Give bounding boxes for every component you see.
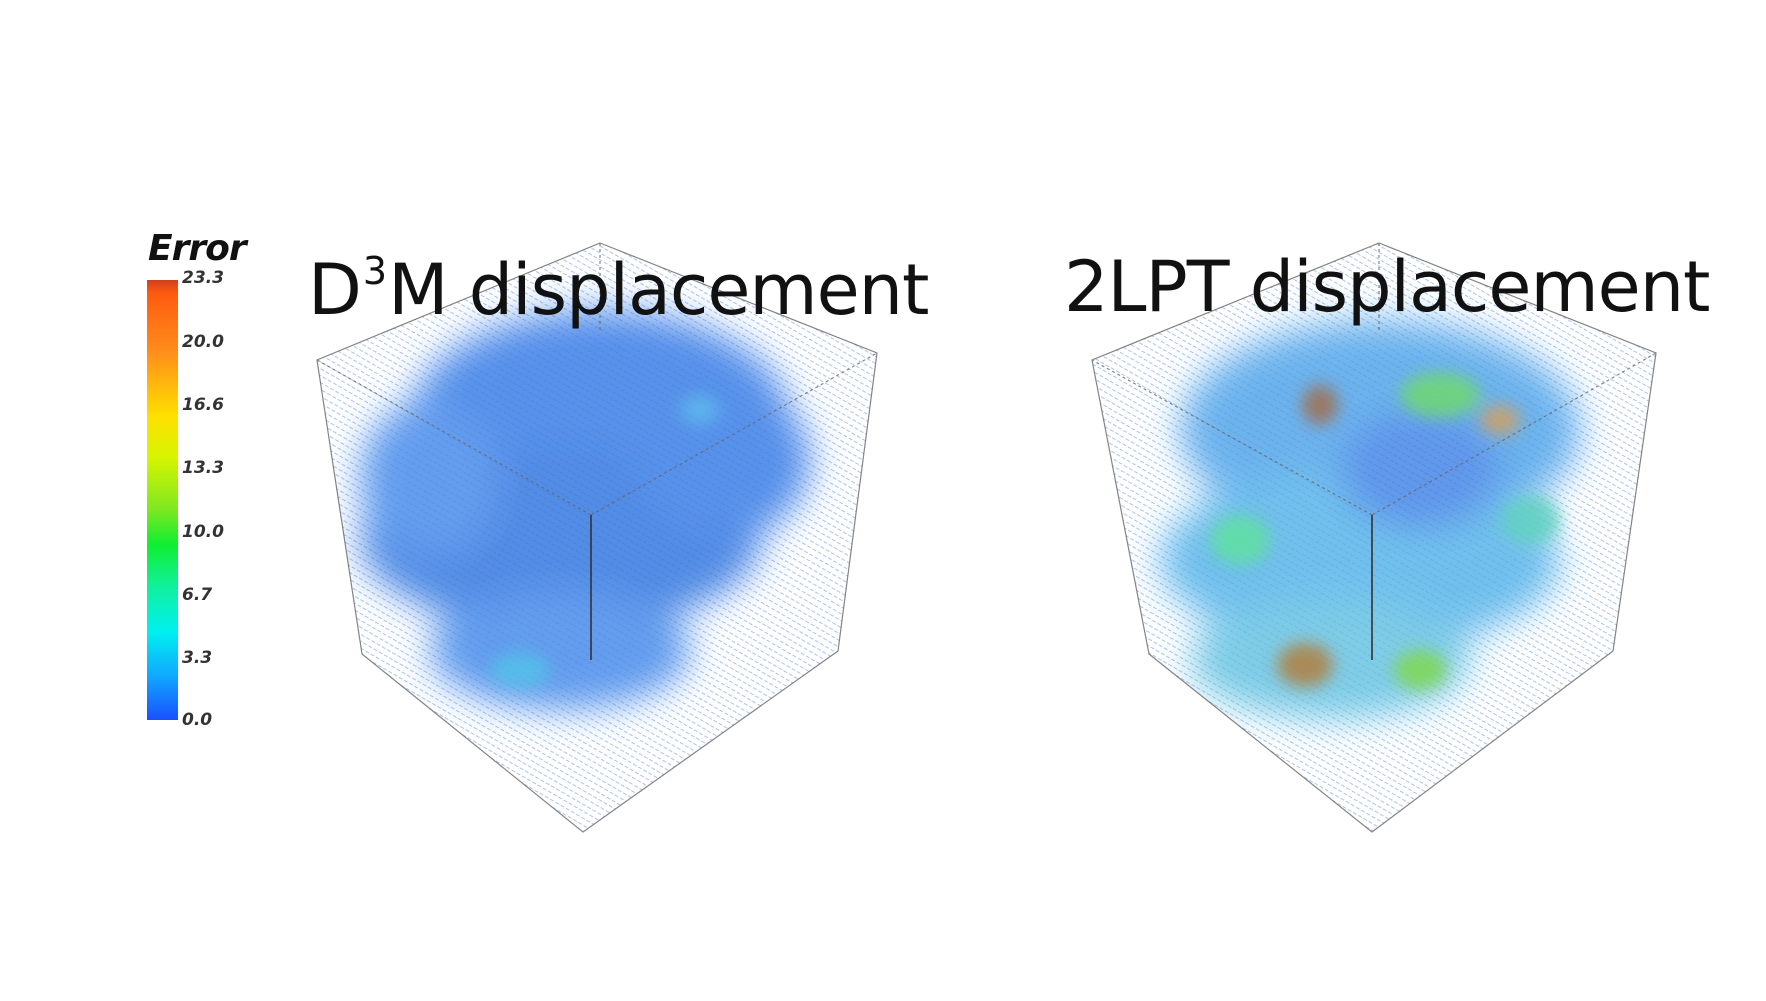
- title-text: 2LPT displacement: [1064, 246, 1711, 328]
- d3m-cube: [317, 243, 877, 832]
- colorbar-tick: 6.7: [182, 585, 213, 605]
- colorbar: [147, 280, 178, 720]
- d3m-title: D3M displacement: [308, 249, 930, 325]
- colorbar-tick: 3.3: [182, 648, 213, 668]
- colorbar-title: Error: [148, 228, 247, 269]
- title-suffix: M displacement: [388, 249, 929, 331]
- 2lpt-cube: [1092, 243, 1656, 832]
- 2lpt-title: 2LPT displacement: [1064, 252, 1711, 322]
- title-superscript: 3: [362, 249, 387, 293]
- title-prefix: D: [308, 249, 362, 331]
- colorbar-tick: 10.0: [182, 522, 224, 542]
- colorbar-tick: 20.0: [182, 332, 224, 352]
- colorbar-tick: 23.3: [182, 268, 224, 288]
- colorbar-tick: 0.0: [182, 710, 213, 730]
- colorbar-tick: 16.6: [182, 395, 224, 415]
- 2lpt-cube-edges: [1091, 242, 1657, 833]
- colorbar-tick: 13.3: [182, 458, 224, 478]
- d3m-cube-edges: [316, 242, 878, 833]
